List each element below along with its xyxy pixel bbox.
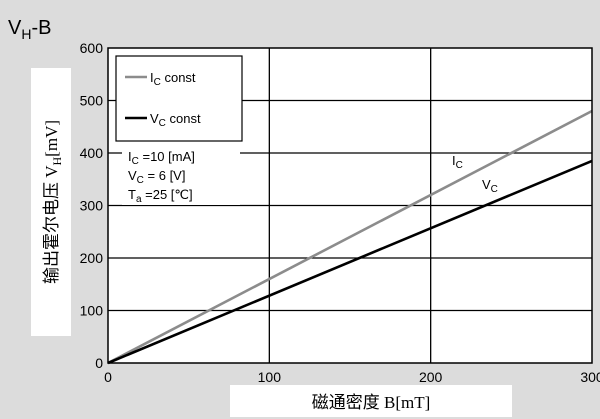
y-tick-label-600: 600	[80, 40, 104, 56]
x-tick-label-100: 100	[258, 369, 282, 385]
y-axis-title-text: 输出霍尔电压 VH[mV]	[42, 120, 64, 284]
y-axis-title: 输出霍尔电压 VH[mV]	[31, 68, 71, 336]
x-axis-title-text: 磁通密度 B[mT]	[312, 393, 431, 412]
plot-frame	[107, 47, 593, 364]
conditions-annotation: IC =10 [mA] VC = 6 [V] Ta =25 [℃]	[122, 147, 240, 205]
x-tick-label-300: 300	[580, 369, 600, 385]
tick-labels: 0 100 200 300 400 500 600 0 100 200 300	[80, 40, 600, 385]
condition-ta: Ta =25 [℃]	[128, 187, 193, 205]
line-label-vc: VC	[482, 177, 498, 195]
condition-ic: IC =10 [mA]	[128, 149, 195, 167]
legend-label-ic-const: IC const	[150, 70, 196, 88]
conditions-background	[122, 147, 240, 205]
y-axis-title-background	[31, 68, 71, 336]
x-axis-title: 磁通密度 B[mT]	[230, 385, 512, 417]
condition-vc: VC = 6 [V]	[128, 168, 185, 186]
line-label-ic: IC	[452, 153, 463, 171]
y-tick-label-100: 100	[80, 303, 104, 319]
y-tick-label-300: 300	[80, 198, 104, 214]
y-tick-label-0: 0	[95, 355, 103, 371]
chart-title: VH-B	[8, 17, 51, 42]
x-axis-title-background	[230, 385, 512, 417]
x-tick-label-0: 0	[104, 369, 112, 385]
y-tick-label-200: 200	[80, 250, 104, 266]
legend: IC const VC const	[115, 55, 243, 142]
series-line-ic-const	[107, 109, 593, 365]
y-tick-label-400: 400	[80, 145, 104, 161]
series-lines	[107, 109, 593, 365]
legend-box	[115, 55, 243, 142]
y-tick-label-500: 500	[80, 93, 104, 109]
legend-label-vc-const: VC const	[150, 111, 201, 129]
series-line-vc-const	[107, 159, 593, 365]
x-tick-label-200: 200	[419, 369, 443, 385]
